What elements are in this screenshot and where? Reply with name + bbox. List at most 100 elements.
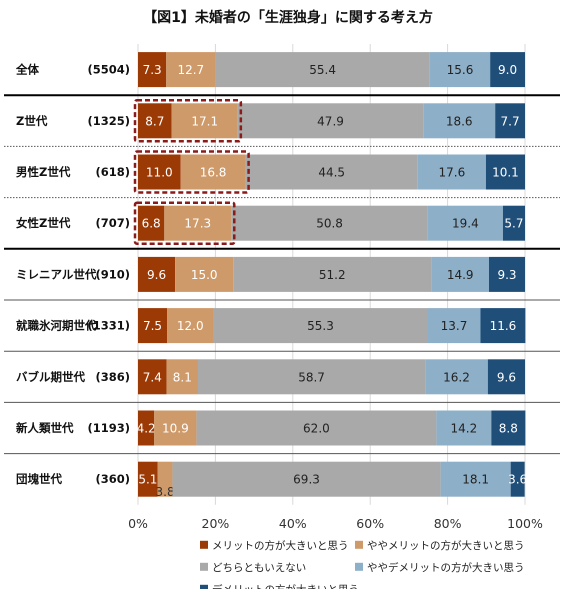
value-label: 6.8 <box>142 217 161 231</box>
value-label: 55.3 <box>307 319 334 333</box>
value-label: 16.2 <box>443 370 470 384</box>
row-count: (386) <box>95 370 130 384</box>
bar-segment <box>245 154 418 190</box>
bar-segment <box>429 52 491 88</box>
value-label: 44.5 <box>318 166 345 180</box>
legend-swatch <box>200 584 208 589</box>
bar-segment <box>154 410 197 446</box>
row-count: (707) <box>95 216 130 230</box>
row-label: 就職氷河期世代 <box>16 319 97 333</box>
bar-segment <box>510 461 525 497</box>
value-label: 15.0 <box>191 268 218 282</box>
chart-title: 【図1】未婚者の「生涯独身」に関する考え方 <box>143 9 433 26</box>
bar-segment <box>180 154 246 190</box>
row-label: 団塊世代 <box>16 472 62 486</box>
value-label: 10.9 <box>162 422 189 436</box>
bar-segment <box>502 205 525 241</box>
x-tick-label: 60% <box>356 516 384 531</box>
value-label: 19.4 <box>452 217 479 231</box>
bar-segment <box>480 308 526 344</box>
row-count: (1193) <box>87 421 130 435</box>
value-label: 5.1 <box>138 473 157 487</box>
bar-segment <box>138 154 181 190</box>
x-tick-label: 100% <box>507 516 543 531</box>
x-tick-label: 40% <box>279 516 307 531</box>
bar-segment <box>138 205 165 241</box>
bar-segment <box>138 256 176 292</box>
bar-segment <box>427 205 503 241</box>
bar-segment <box>138 359 167 395</box>
x-tick-label: 20% <box>202 516 230 531</box>
value-label: 17.3 <box>184 217 211 231</box>
bar-segment <box>138 52 167 88</box>
bar-segment <box>237 103 424 139</box>
bar-segment <box>167 308 214 344</box>
bar-segment <box>233 256 432 292</box>
value-label: 3.8 <box>156 485 175 499</box>
legend-label: ややデメリットの方が大きい思う <box>367 561 525 574</box>
bar-segment <box>485 154 525 190</box>
row-label: 全体 <box>15 63 39 77</box>
bar-segment <box>213 308 428 344</box>
legend-label: デメリットの方が大きいと思う <box>212 583 359 589</box>
value-label: 14.2 <box>450 422 477 436</box>
value-label: 9.0 <box>498 63 517 77</box>
value-label: 69.3 <box>293 473 320 487</box>
bar-segment <box>175 256 234 292</box>
x-tick-label: 0% <box>128 516 148 531</box>
row-label: 男性Z世代 <box>16 165 71 179</box>
value-label: 9.6 <box>147 268 166 282</box>
row-count: (1331) <box>87 319 130 333</box>
row-count: (618) <box>95 165 130 179</box>
value-label: 9.6 <box>497 370 516 384</box>
bar-segment <box>138 410 155 446</box>
bar-segment <box>427 308 481 344</box>
bar-segment <box>491 410 526 446</box>
row-label: 女性Z世代 <box>16 216 71 230</box>
x-axis-ticks: 0% 20% 40% 60% 80% 100% <box>128 516 543 531</box>
x-tick-label: 80% <box>434 516 462 531</box>
value-label: 4.2 <box>137 422 156 436</box>
value-label: 8.8 <box>499 422 518 436</box>
row-label: 新人類世代 <box>16 421 74 435</box>
bar-segment <box>157 461 173 497</box>
bar-segment <box>231 205 428 241</box>
row-labels: 全体 (5504) Z世代 (1325) 男性Z世代 (618) 女性Z世代 (707) ミレニ… <box>15 63 130 487</box>
value-label: 55.4 <box>309 63 336 77</box>
row-label: Z世代 <box>16 114 48 128</box>
value-label: 17.1 <box>191 114 218 128</box>
row-count: (360) <box>95 472 130 486</box>
bar-segment <box>490 52 525 88</box>
value-label: 3.6 <box>508 473 527 487</box>
row-separators <box>4 94 560 455</box>
legend-label: どちらともいえない <box>212 562 306 574</box>
bar-segment <box>166 359 198 395</box>
bars: 7.3 12.7 55.4 15.6 9.0 8.7 17.1 47.9 18.6 7.7 11.0… <box>133 52 527 499</box>
bar-segment <box>197 359 426 395</box>
value-label: 15.6 <box>447 63 474 77</box>
value-label: 47.9 <box>317 114 344 128</box>
row-label: バブル期世代 <box>16 370 85 384</box>
highlight-box <box>133 201 236 245</box>
legend-swatch <box>355 540 363 549</box>
value-label: 8.7 <box>145 114 164 128</box>
value-label: 50.8 <box>316 217 343 231</box>
value-label: 14.9 <box>447 268 474 282</box>
value-label: 7.4 <box>143 370 162 384</box>
bar-segment <box>164 205 232 241</box>
row-label: ミレニアル世代 <box>16 267 97 281</box>
legend-label: ややメリットの方が大きいと思う <box>367 539 525 552</box>
bar-segment <box>172 461 441 497</box>
bar-segment <box>431 256 490 292</box>
bar-segment <box>196 410 437 446</box>
value-label: 62.0 <box>303 422 330 436</box>
value-label: 51.2 <box>319 268 346 282</box>
value-label: 5.7 <box>504 217 523 231</box>
highlight-box <box>133 99 243 143</box>
value-label: 12.7 <box>177 63 204 77</box>
value-label: 8.1 <box>173 370 192 384</box>
value-label: 11.0 <box>146 166 173 180</box>
value-label: 7.7 <box>501 114 520 128</box>
row-count: (5504) <box>87 63 130 77</box>
bar-segment <box>138 103 172 139</box>
